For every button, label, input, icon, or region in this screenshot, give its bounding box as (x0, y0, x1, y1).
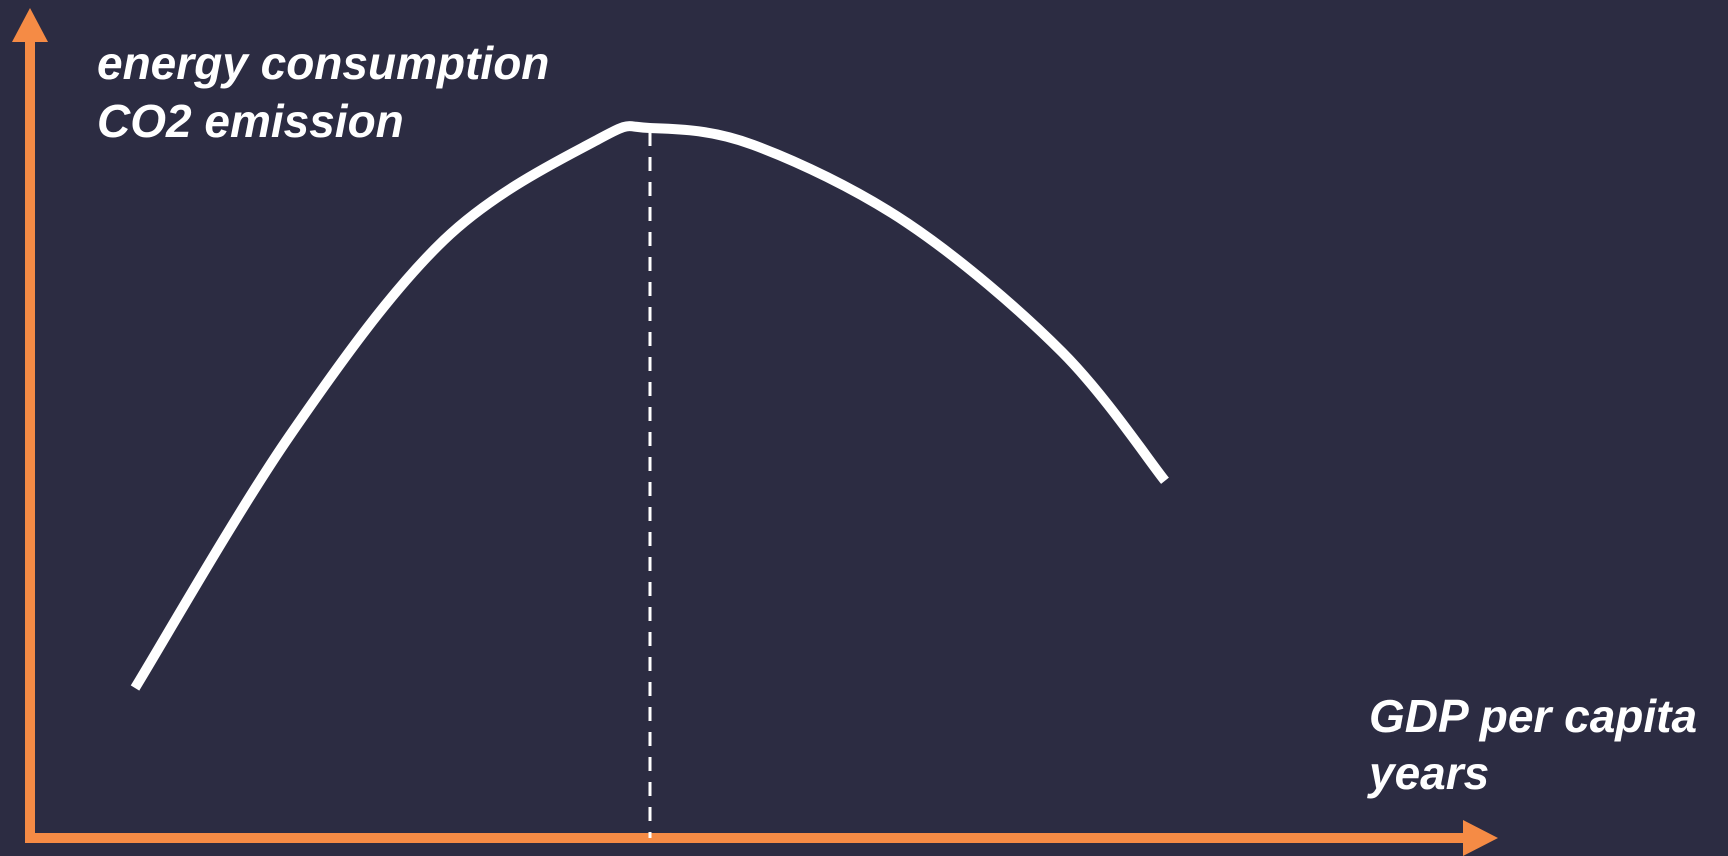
y-axis-label-1: energy consumption (97, 37, 549, 89)
x-axis-label-1: GDP per capita (1369, 690, 1697, 742)
x-axis-arrow-icon (1463, 820, 1498, 856)
y-axis-arrow-icon (12, 8, 48, 42)
x-axis-label-2: years (1367, 747, 1489, 799)
emission-curve (130, 121, 1169, 691)
axes (12, 8, 1498, 856)
y-axis-label-2: CO2 emission (97, 95, 404, 147)
